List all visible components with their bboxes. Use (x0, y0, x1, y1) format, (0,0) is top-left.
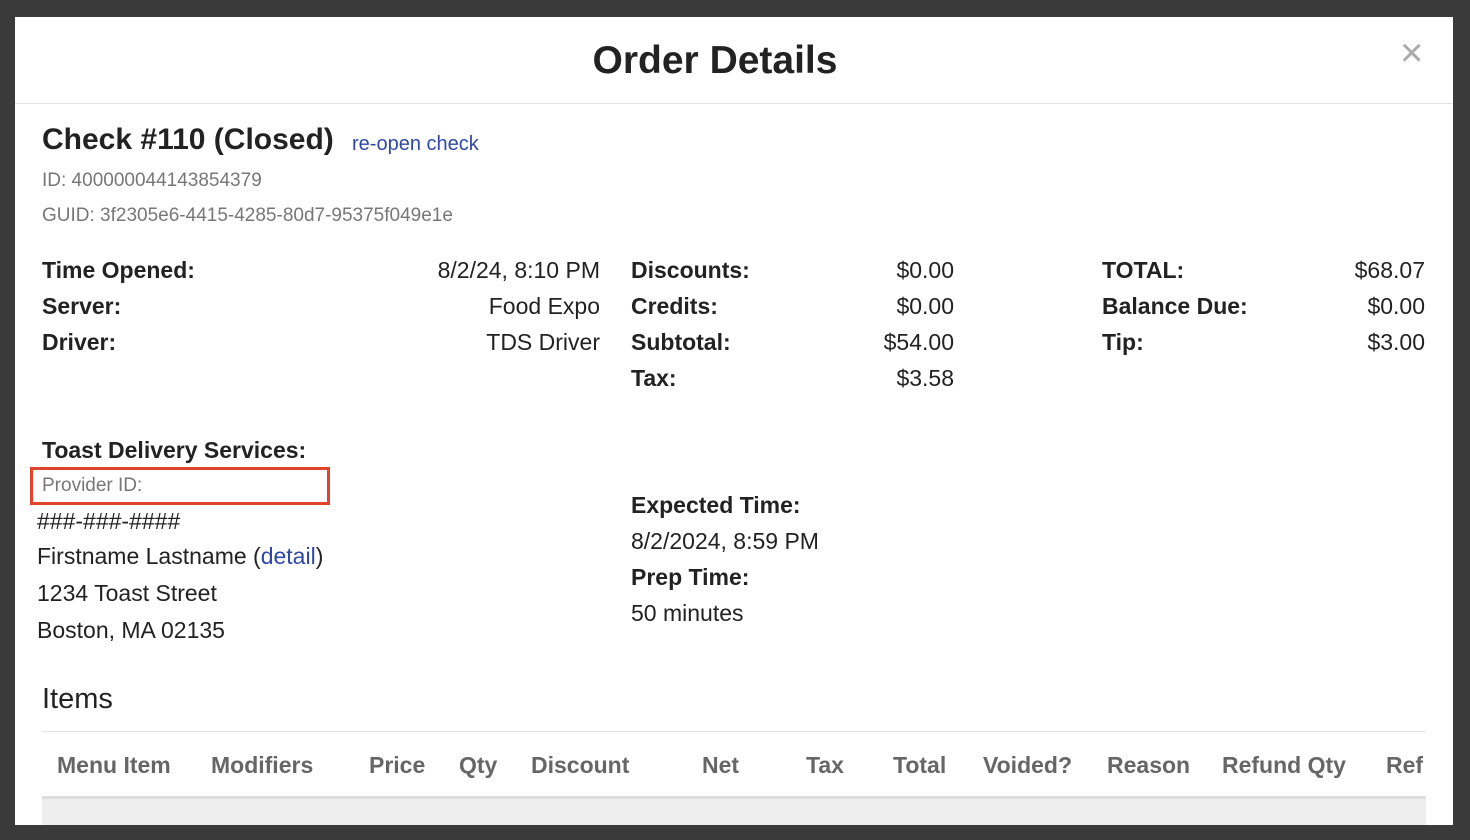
summary-value: $54.00 (883, 329, 954, 355)
check-heading: Check #110 (Closed) (42, 123, 334, 156)
column-header: Price (369, 752, 426, 778)
column-header: Total (893, 752, 947, 778)
summary-value: $0.00 (896, 257, 954, 283)
header-divider (15, 103, 1453, 104)
summary-label: TOTAL: (1102, 257, 1185, 283)
column-header: Voided? (983, 752, 1073, 778)
column-header: Qty (459, 752, 498, 778)
summary-value: $0.00 (1367, 293, 1425, 319)
summary-label: Discounts: (631, 257, 750, 283)
summary-value: $3.58 (896, 365, 954, 391)
name-end: ) (315, 543, 324, 569)
detail-link[interactable]: detail (260, 543, 316, 569)
modal-title: Order Details (592, 39, 838, 82)
summary-value: Food Expo (488, 293, 600, 319)
summary-label: Credits: (631, 293, 718, 319)
summary-label: Driver: (42, 329, 117, 355)
delivery-title: Toast Delivery Services: (42, 437, 307, 463)
prep-label: Prep Time: (631, 564, 750, 590)
column-header: Reason (1107, 752, 1191, 778)
highlight-box (30, 467, 330, 505)
summary-label: Tax: (631, 365, 677, 391)
items-title: Items (42, 683, 113, 715)
street: 1234 Toast Street (37, 580, 217, 606)
provider-id: Provider ID: (42, 475, 143, 496)
column-header: Modifiers (211, 752, 314, 778)
order-details-modal: Order Details × Check #110 (Closed) re-o… (15, 17, 1453, 825)
expected-value: 8/2/2024, 8:59 PM (631, 528, 819, 554)
summary-value: $68.07 (1354, 257, 1425, 283)
customer-name: Firstname Lastname (detail) (37, 543, 323, 570)
items-divider (42, 731, 1426, 732)
column-header: Tax (806, 752, 844, 778)
check-id: ID: 400000044143854379 (42, 170, 262, 191)
close-button[interactable]: × (1400, 31, 1424, 75)
expected-label: Expected Time: (631, 492, 801, 518)
column-header: Net (702, 752, 740, 778)
column-header: Refund Qty (1222, 752, 1346, 778)
summary-value: 8/2/24, 8:10 PM (437, 257, 600, 283)
phone: ###-###-#### (37, 508, 181, 534)
city: Boston, MA 02135 (37, 617, 225, 643)
items-row (42, 796, 1426, 825)
column-header: Discount (531, 752, 630, 778)
summary-value: $3.00 (1367, 329, 1425, 355)
summary-value: $0.00 (896, 293, 954, 319)
column-header: Ref (1386, 752, 1424, 778)
reopen-link[interactable]: re-open check (352, 133, 479, 155)
column-header: Menu Item (57, 752, 171, 778)
summary-label: Balance Due: (1102, 293, 1248, 319)
summary-label: Subtotal: (631, 329, 731, 355)
summary-label: Server: (42, 293, 122, 319)
check-guid: GUID: 3f2305e6-4415-4285-80d7-95375f049e… (42, 205, 453, 226)
prep-value: 50 minutes (631, 600, 744, 626)
name-text: Firstname Lastname ( (37, 543, 261, 569)
summary-value: TDS Driver (486, 329, 600, 355)
summary-label: Time Opened: (42, 257, 195, 283)
summary-label: Tip: (1102, 329, 1144, 355)
